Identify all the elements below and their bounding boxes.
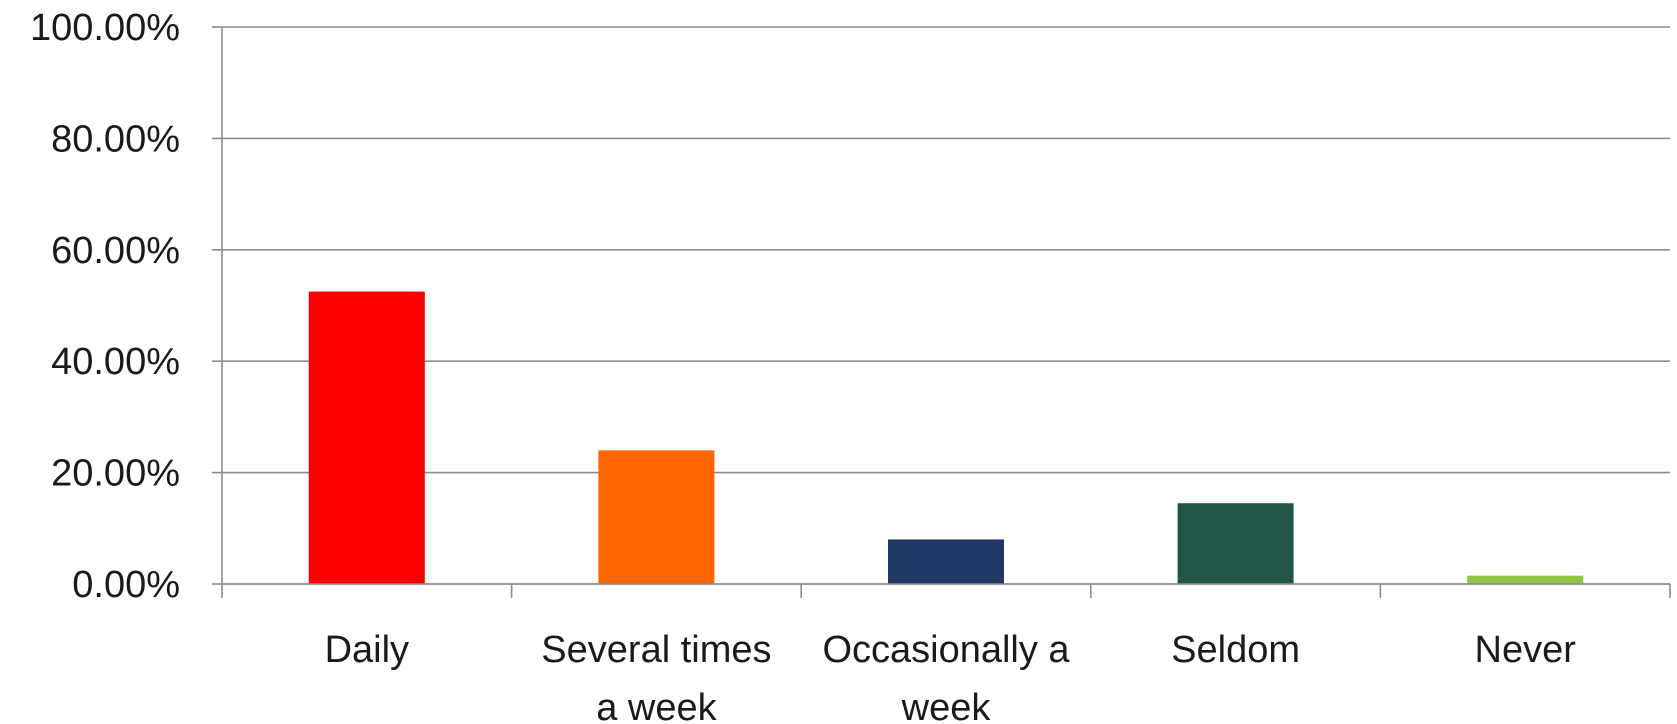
x-tick-label: Seldom xyxy=(1171,629,1300,671)
x-tick-label-line: Occasionally a xyxy=(822,629,1070,671)
x-tick-label-line: Daily xyxy=(325,629,409,671)
x-tick-label: Occasionally a week xyxy=(822,629,1070,724)
x-axis-category-labels: Daily Several times a week Occasionally a we… xyxy=(325,629,1577,724)
x-tick-label: Several times a week xyxy=(541,629,771,724)
y-tick-label: 40.00% xyxy=(51,341,180,383)
x-tick-label-line: Seldom xyxy=(1171,629,1300,671)
bar-several-times-a-week xyxy=(598,450,715,584)
x-tick-label-line: Several times xyxy=(541,629,771,671)
y-tick-label: 60.00% xyxy=(51,230,180,272)
y-tick-label: 100.00% xyxy=(30,7,180,49)
bars xyxy=(308,291,1584,584)
x-tick-label: Never xyxy=(1475,629,1577,671)
x-tick-label-line: week xyxy=(901,687,992,724)
y-tick-label: 80.00% xyxy=(51,118,180,160)
x-tick-label: Daily xyxy=(325,629,409,671)
gridlines xyxy=(222,26,1670,585)
y-tick-label: 20.00% xyxy=(51,453,180,495)
y-tick-label: 0.00% xyxy=(72,564,180,606)
x-axis xyxy=(221,27,1671,598)
bar-occasionally-a-week xyxy=(888,539,1004,584)
bar-never xyxy=(1467,575,1584,584)
y-axis-tick-labels: 0.00% 20.00% 40.00% 60.00% 80.00% 100.00% xyxy=(30,7,222,606)
x-tick-label-line: Never xyxy=(1475,629,1577,671)
bar-seldom xyxy=(1177,503,1294,584)
x-tick-label-line: a week xyxy=(596,687,717,724)
bar-daily xyxy=(308,291,425,584)
